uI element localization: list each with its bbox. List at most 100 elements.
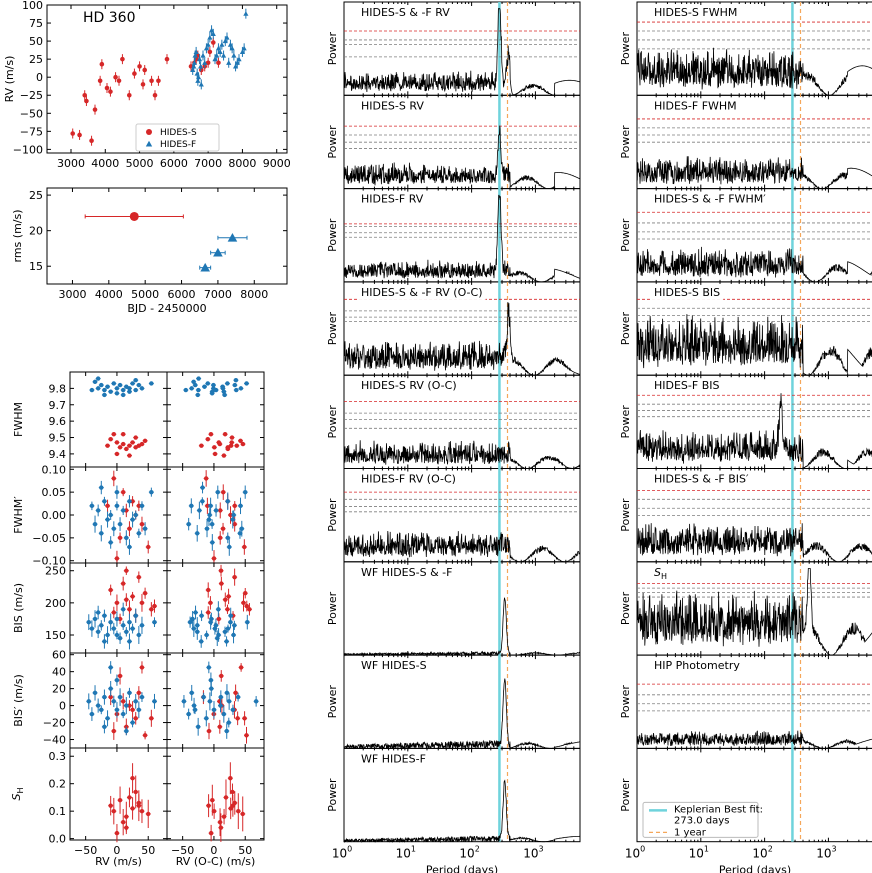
- rv-point: [219, 42, 225, 47]
- corr-point: [105, 716, 110, 721]
- corr-point: [105, 384, 110, 389]
- corr-4-xtick-label: 0: [113, 844, 120, 857]
- corr-point: [221, 711, 227, 717]
- corr-point: [230, 789, 235, 795]
- corr-point: [111, 626, 117, 631]
- rv-point: [243, 11, 249, 16]
- rv-point: [195, 78, 201, 83]
- corr-2-ytick-label: 250: [45, 565, 66, 578]
- periodogram-curve: [343, 597, 581, 657]
- periodogram-xtick-exponent: 3: [538, 845, 543, 854]
- corr-point: [228, 776, 233, 781]
- periodogram-ylabel: Power: [326, 778, 339, 812]
- rv-point: [108, 89, 113, 94]
- rv-time-ytick-label: 0: [36, 71, 43, 84]
- corr-point: [102, 387, 107, 393]
- corr-point: [105, 443, 110, 448]
- periodogram-title: HIDES-F RV (O-C): [361, 473, 456, 486]
- periodogram-title: HIDES-S RV (O-C): [361, 379, 457, 392]
- corr-point: [243, 591, 248, 596]
- periodogram-legend: [642, 801, 759, 838]
- corr-point: [108, 540, 113, 545]
- periodogram-ylabel: Power: [326, 685, 339, 719]
- corr-point: [133, 435, 138, 440]
- rv-point: [92, 107, 98, 112]
- corr-point: [139, 665, 145, 670]
- corr-point: [234, 387, 239, 393]
- corr-point: [120, 623, 126, 628]
- corr-point: [227, 544, 232, 550]
- corr-point: [217, 441, 223, 447]
- corr-point: [127, 453, 132, 458]
- corr-point: [95, 610, 101, 615]
- corr-point: [117, 521, 123, 527]
- periodogram-title-bg: [358, 564, 456, 580]
- corr-point: [139, 623, 145, 628]
- corr-point: [124, 728, 129, 734]
- corr-point: [114, 451, 120, 457]
- periodogram-ylabel: Power: [619, 32, 632, 66]
- corr-4-ytick-label: 0.0: [49, 833, 67, 846]
- corr-point: [114, 489, 120, 495]
- periodogram-title: HIDES-S FWHM: [654, 6, 737, 19]
- corr-point: [117, 535, 123, 541]
- corr-point: [146, 811, 151, 817]
- corr-point: [232, 521, 237, 527]
- rv-point: [214, 52, 220, 58]
- corr-point: [124, 703, 129, 708]
- corr-point: [217, 724, 222, 729]
- corr-point: [127, 795, 132, 800]
- corr-point: [230, 517, 235, 522]
- corr-ylabel-sub: H: [16, 788, 25, 794]
- corr-point: [193, 382, 198, 388]
- corr-panel: [166, 466, 265, 564]
- corr-point: [226, 699, 232, 704]
- corr-4-ytick-label: 0.3: [49, 750, 67, 763]
- corr-point: [142, 591, 148, 596]
- corr-point: [245, 619, 250, 625]
- corr-point: [223, 795, 229, 800]
- corr-point: [197, 508, 202, 513]
- periodogram-ylabel: Power: [619, 591, 632, 625]
- corr-point: [208, 600, 213, 606]
- corr-point: [127, 619, 132, 625]
- periodogram-ylabel: Power: [326, 591, 339, 625]
- corr-point: [111, 808, 117, 814]
- corr-point: [124, 629, 129, 634]
- corr-0-ytick-label: 9.7: [49, 399, 67, 412]
- corr-point: [114, 616, 120, 622]
- rv-point: [198, 81, 204, 87]
- rv-time-ytick-label: −100: [13, 143, 43, 156]
- corr-point: [133, 716, 138, 721]
- periodogram-title: HIDES-F FWHM: [654, 99, 737, 112]
- corr-point: [120, 489, 126, 495]
- rv-point: [191, 60, 198, 65]
- corr-point: [149, 381, 154, 386]
- periodogram-xlabel-rv: Period (days): [426, 864, 498, 873]
- corr-point: [114, 600, 120, 606]
- corr-point: [222, 432, 228, 437]
- periodogram-ylabel: Power: [619, 218, 632, 252]
- corr-1-ytick-label: −0.10: [32, 555, 66, 568]
- corr-point: [120, 699, 126, 704]
- periodogram-xlabel-activity: Period (days): [719, 864, 791, 873]
- periodogram-xtick-exponent: 2: [475, 845, 480, 854]
- rv-point: [207, 49, 213, 55]
- corr-point: [228, 613, 233, 618]
- corr-point: [95, 376, 101, 381]
- corr-1-ytick-label: 0.00: [42, 509, 67, 522]
- corr-3-ytick-label: 40: [52, 666, 66, 679]
- corr-point: [102, 694, 107, 700]
- rv-point: [156, 78, 161, 84]
- periodogram-title-sub: H: [661, 572, 667, 581]
- rv-time-xtick-label: 3000: [57, 157, 85, 170]
- corr-point: [230, 707, 236, 713]
- periodogram-xtick-label: 101: [396, 845, 416, 861]
- corr-point: [130, 776, 135, 781]
- corr-point: [130, 626, 135, 631]
- corr-point: [149, 607, 154, 612]
- corr-3-ytick-label: −40: [43, 734, 66, 747]
- periodogram-ylabel: Power: [326, 405, 339, 439]
- corr-point: [238, 503, 243, 509]
